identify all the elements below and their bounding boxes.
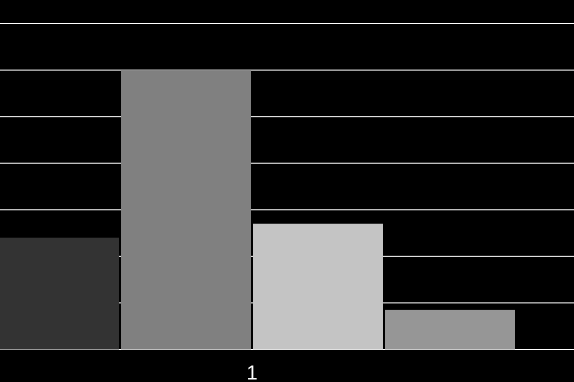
bar xyxy=(121,70,251,350)
x-tick-label: 1 xyxy=(246,362,257,382)
bar xyxy=(385,309,515,350)
bar xyxy=(253,223,383,350)
bar xyxy=(0,237,119,350)
